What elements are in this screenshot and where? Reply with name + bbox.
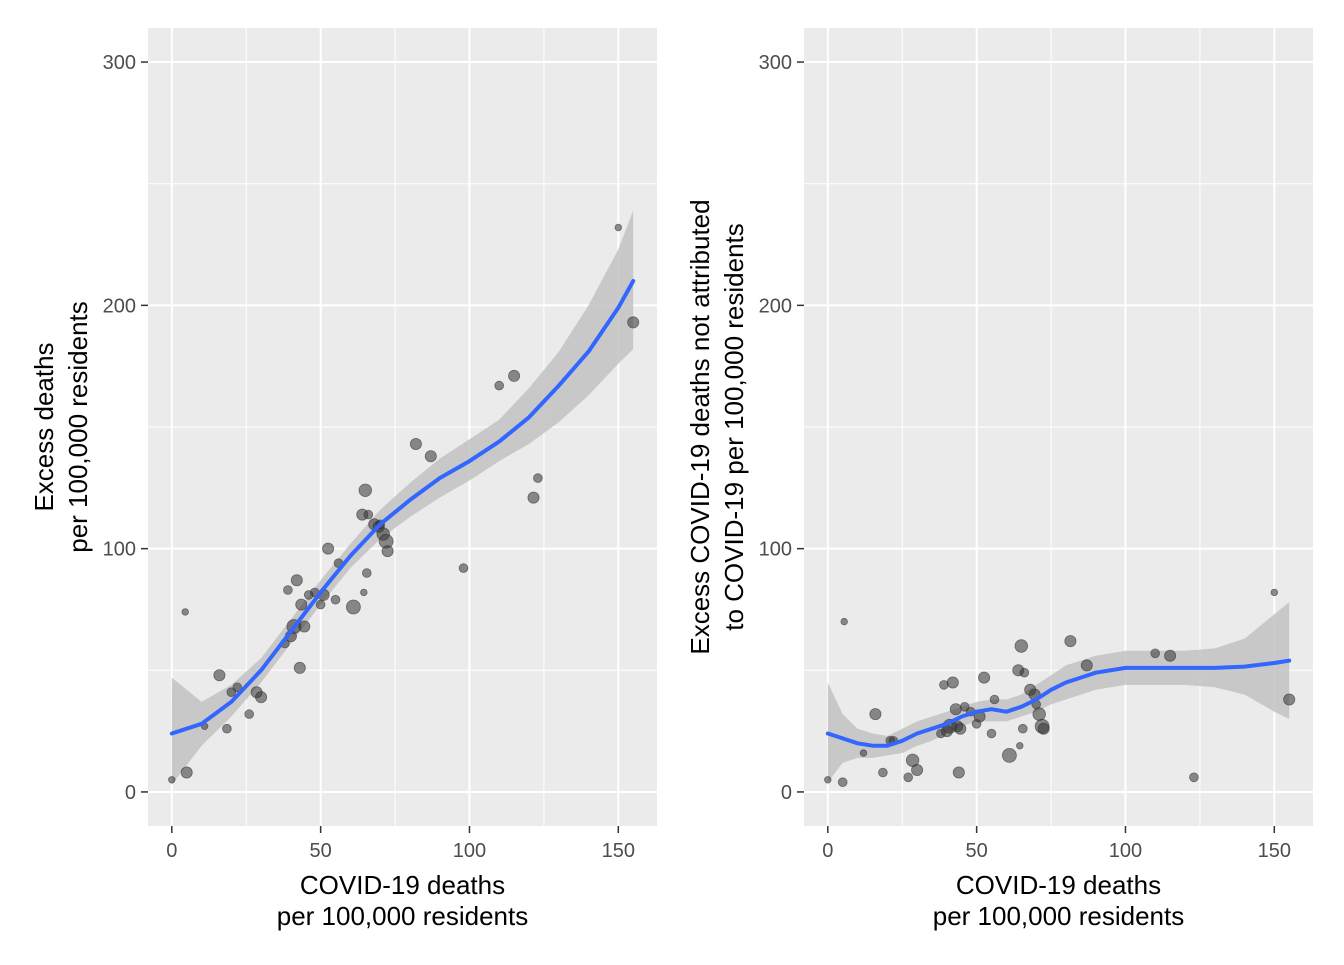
data-point [295,598,308,611]
data-point [315,599,326,610]
confidence-ribbon [827,602,1290,783]
data-point [627,316,640,329]
data-point [878,767,888,778]
y-tick-label: 300 [103,52,136,74]
x-tick-label: 100 [1109,840,1142,862]
x-tick-label: 50 [966,840,988,862]
y-tick-label: 200 [759,295,792,317]
data-point [360,588,368,597]
y-tick-label: 200 [103,295,136,317]
data-point [1270,588,1278,597]
data-point [952,766,965,779]
data-point [527,491,540,504]
smooth-line [169,279,636,736]
data-point [494,380,505,391]
x-tick-label: 0 [166,840,177,862]
data-point [954,722,967,735]
data-point [946,676,959,689]
data-point [1019,667,1030,678]
data-point [978,671,991,684]
data-point [345,599,361,615]
data-point [949,703,962,716]
data-point [181,608,189,616]
y-axis-title: Excess COVID-19 deaths not attributed [685,199,715,654]
data-point [255,691,268,704]
y-tick-label: 0 [781,782,792,804]
data-point [168,776,176,784]
data-point [869,708,882,721]
data-point [458,563,469,573]
x-tick-label: 100 [453,840,486,862]
data-point [508,369,521,382]
data-point [298,620,311,633]
y-tick-label: 100 [759,539,792,561]
data-point [330,594,341,605]
data-point [363,509,374,520]
data-point [1150,648,1160,659]
data-point [911,764,924,777]
x-tick-label: 150 [1258,840,1291,862]
data-point [213,669,226,682]
data-point [1014,639,1029,653]
data-point [283,585,293,595]
x-axis-title: per 100,000 residents [277,901,529,931]
y-axis-title: to COVID-19 per 100,000 residents [719,223,749,631]
data-point [290,574,303,587]
data-point [1017,723,1028,734]
data-point [1283,693,1296,706]
data-point [824,776,832,784]
x-tick-label: 0 [822,840,833,862]
data-point [358,483,373,498]
smooth-line [825,658,1292,748]
data-point [533,473,543,483]
data-point [1037,722,1050,735]
x-tick-label: 50 [310,840,332,862]
y-tick-label: 0 [125,782,136,804]
data-point [986,728,997,739]
data-point [361,568,372,578]
data-point [244,709,255,719]
data-point [1002,748,1017,763]
data-point [1016,742,1024,750]
data-point [232,682,243,693]
data-point [837,777,848,787]
y-tick-label: 100 [103,539,136,561]
data-point [222,723,232,734]
data-point [322,542,335,555]
x-axis-title: COVID-19 deaths [300,870,505,900]
x-axis-title: per 100,000 residents [933,901,1185,931]
data-point [614,223,622,232]
data-point [1032,707,1046,721]
y-axis-title: per 100,000 residents [63,301,93,553]
data-point [409,437,422,450]
data-point [1189,772,1199,783]
x-tick-label: 150 [602,840,635,862]
data-point [1064,635,1077,648]
data-point [859,749,868,757]
data-point [840,617,848,626]
data-point [381,545,394,558]
data-point [1080,659,1093,672]
data-point [424,450,437,463]
x-axis-title: COVID-19 deaths [956,870,1161,900]
data-point [293,661,306,674]
y-tick-label: 300 [759,52,792,74]
data-point [1164,649,1177,662]
data-point [180,766,193,779]
y-axis-title: Excess deaths [29,342,59,511]
data-point [903,772,913,783]
data-point [989,694,1000,705]
